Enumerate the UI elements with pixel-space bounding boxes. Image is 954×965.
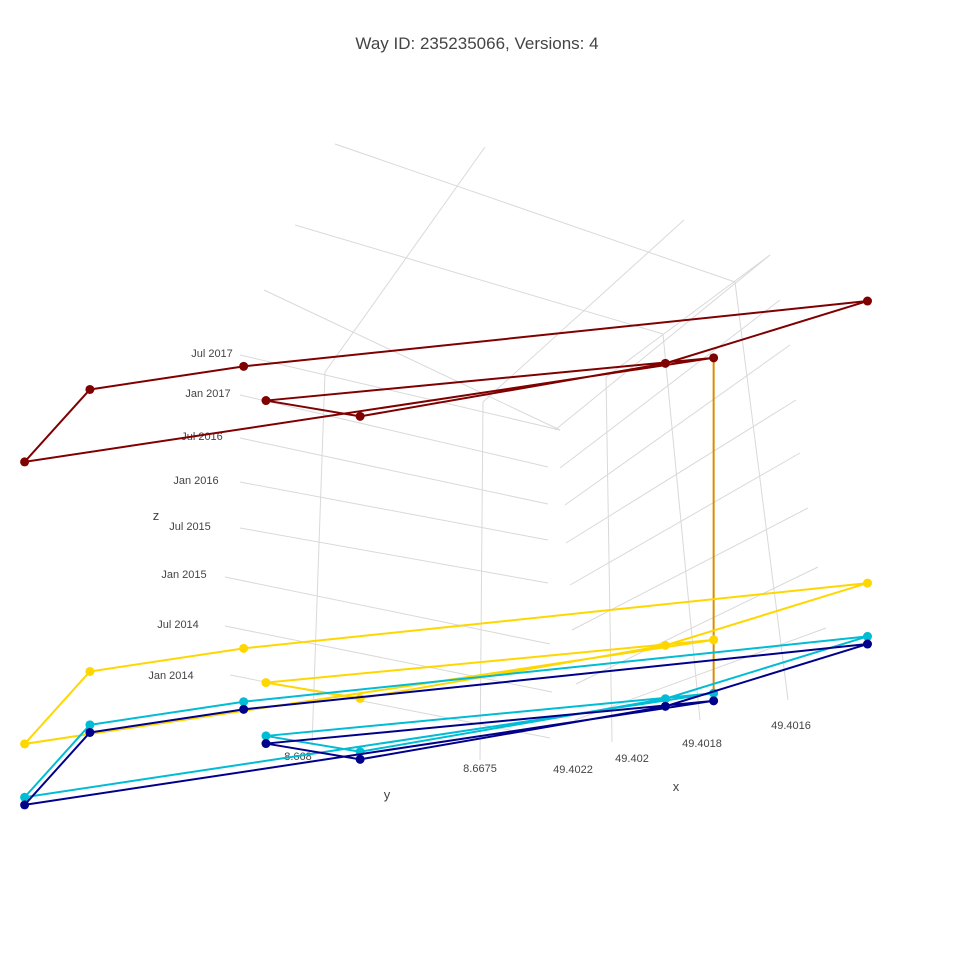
series-point-2013-10 xyxy=(660,701,670,711)
z-axis-title: z xyxy=(153,508,160,523)
series-point-2013-11 xyxy=(85,720,95,730)
series-point-2013-11 xyxy=(660,694,670,704)
series-line-2014-06 xyxy=(21,582,868,746)
series-point-2013-10 xyxy=(20,800,30,810)
z-tick-label: Jul 2014 xyxy=(157,619,199,631)
x-tick-label: 49.4016 xyxy=(771,720,811,732)
series-point-2013-11 xyxy=(862,631,872,641)
grid-line-top xyxy=(334,143,736,283)
grid-line-z xyxy=(239,481,549,541)
grid-line-vertical xyxy=(479,401,484,761)
series-point-2017-07 xyxy=(709,353,719,363)
x-tick-label: 49.4018 xyxy=(682,738,722,750)
grid-line-z xyxy=(239,394,549,468)
series-point-2014-06 xyxy=(261,678,271,688)
grid-line-z xyxy=(224,625,553,693)
series-line-2017-07 xyxy=(21,300,868,464)
grid-line-z xyxy=(564,344,791,506)
chart-title: Way ID: 235235066, Versions: 4 xyxy=(355,34,599,53)
series-point-2013-10 xyxy=(862,639,872,649)
series-point-2017-07 xyxy=(261,396,271,406)
grid-line-z xyxy=(554,254,771,431)
series-point-2014-06 xyxy=(85,666,95,676)
series-point-2013-11 xyxy=(261,731,271,741)
series-point-2013-10 xyxy=(261,739,271,749)
x-axis-title: x xyxy=(673,779,680,794)
z-tick-label: Jan 2014 xyxy=(148,670,193,682)
series-point-2017-07 xyxy=(355,411,365,421)
grid-line-top xyxy=(294,224,664,335)
grid-line-z xyxy=(565,399,797,544)
grid-line-z xyxy=(239,527,549,584)
series-point-2014-06 xyxy=(20,739,30,749)
z-tick-label: Jul 2015 xyxy=(169,521,211,533)
grid-line-vertical xyxy=(311,371,326,746)
grid-line-top xyxy=(605,254,771,378)
grid-line-z xyxy=(569,452,801,586)
series-point-2013-10 xyxy=(85,727,95,737)
grid-line-z xyxy=(575,566,819,685)
series-point-2017-07 xyxy=(239,361,249,371)
series-point-2014-06 xyxy=(239,643,249,653)
grid-line-z xyxy=(224,576,551,645)
grid-line-z xyxy=(239,437,549,505)
grid-line-z xyxy=(559,299,781,469)
series-point-2013-10 xyxy=(239,704,249,714)
z-tick-label: Jan 2016 xyxy=(173,475,218,487)
series-point-2017-07 xyxy=(85,384,95,394)
grid-line-top xyxy=(324,146,486,373)
x-tick-label: 49.402 xyxy=(615,753,649,765)
series-point-2013-11 xyxy=(20,792,30,802)
grid-line-z xyxy=(574,627,827,721)
grid-line-vertical xyxy=(662,333,701,721)
grid-line-z xyxy=(239,354,561,431)
series-point-2013-10 xyxy=(355,754,365,764)
series-point-2013-10 xyxy=(709,696,719,706)
series-point-2017-07 xyxy=(20,457,30,467)
z-tick-label: Jul 2017 xyxy=(191,348,233,360)
grid-line-top xyxy=(263,289,561,431)
series-point-2013-11 xyxy=(239,697,249,707)
series-point-2014-06 xyxy=(660,640,670,650)
series-point-2017-07 xyxy=(660,358,670,368)
z-tick-label: Jan 2017 xyxy=(185,388,230,400)
series-point-2014-06 xyxy=(862,578,872,588)
z-tick-label: Jan 2015 xyxy=(161,569,206,581)
x-tick-label: 49.4022 xyxy=(553,764,593,776)
series-point-2017-07 xyxy=(862,296,872,306)
series-point-2014-06 xyxy=(709,635,719,645)
series-line-2013-11 xyxy=(21,635,868,799)
grid-line-vertical xyxy=(734,281,789,701)
y-tick-label: 8.6675 xyxy=(463,763,497,775)
grid-line-top xyxy=(482,219,685,403)
grid-line-vertical xyxy=(605,376,613,743)
y-axis-title: y xyxy=(384,787,391,802)
